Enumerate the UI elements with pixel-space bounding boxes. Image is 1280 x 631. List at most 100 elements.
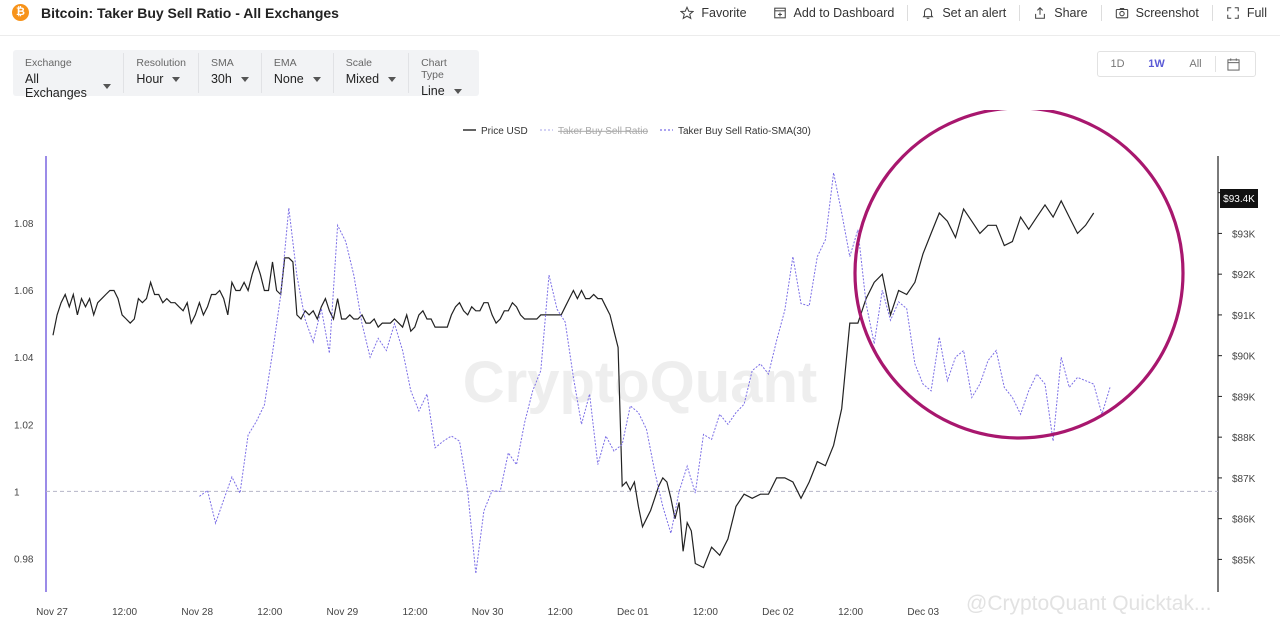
y-left-tick: 1 — [14, 487, 20, 498]
filter-value: Line — [421, 84, 445, 98]
divider — [1019, 5, 1021, 21]
caret-down-icon — [312, 76, 321, 82]
current-price-text: $93.4K — [1223, 194, 1255, 205]
x-tick: Dec 02 — [762, 607, 794, 618]
y-left-tick: 0.98 — [14, 554, 34, 565]
range-selector: 1D 1W All — [1097, 51, 1256, 77]
x-axis: Nov 27 12:00 Nov 28 12:00 Nov 29 12:00 Nov 30 1… — [36, 607, 939, 618]
page-title: Bitcoin: Taker Buy Sell Ratio - All Exch… — [41, 5, 339, 21]
x-tick: Dec 03 — [907, 607, 939, 618]
y-right-tick: $93K — [1232, 229, 1256, 240]
fullscreen-label: Full — [1246, 6, 1267, 20]
x-tick: Nov 30 — [472, 607, 504, 618]
expand-icon — [1227, 7, 1239, 19]
x-tick: 12:00 — [112, 607, 137, 618]
right-y-axis: $85K$86K$87K$88K$89K$90K$91K$92K$93K$94K — [1218, 189, 1256, 566]
series-price-line — [52, 199, 1095, 569]
dashboard-add-icon — [773, 7, 786, 19]
left-y-axis: 0.98 1 1.02 1.04 1.06 1.08 — [14, 219, 34, 565]
set-alert-label: Set an alert — [942, 6, 1007, 20]
y-right-tick: $87K — [1232, 474, 1256, 485]
bitcoin-icon: ₿ — [12, 4, 29, 21]
watermark-credit: @CryptoQuant Quicktak... — [966, 592, 1211, 615]
share-label: Share — [1054, 6, 1088, 20]
calendar-icon — [1227, 57, 1240, 71]
legend-ratio[interactable]: Taker Buy Sell Ratio — [558, 126, 648, 137]
legend-price[interactable]: Price USD — [481, 126, 528, 137]
y-left-tick: 1.08 — [14, 219, 34, 230]
range-1d-button[interactable]: 1D — [1110, 58, 1125, 70]
y-right-tick: $92K — [1232, 270, 1256, 281]
series-group — [52, 172, 1111, 574]
y-right-tick: $90K — [1232, 352, 1256, 363]
filter-value: None — [273, 72, 304, 86]
sma-select[interactable]: SMA 30h — [199, 53, 262, 93]
filter-label: Exchange — [25, 57, 72, 69]
caret-down-icon — [240, 76, 249, 82]
y-right-tick: $88K — [1232, 433, 1256, 444]
filter-label: EMA — [273, 57, 297, 69]
caret-down-icon — [172, 76, 181, 82]
watermark: CryptoQuant — [463, 350, 817, 415]
screenshot-label: Screenshot — [1135, 6, 1199, 20]
y-left-tick: 1.02 — [14, 420, 34, 431]
bell-icon — [922, 8, 934, 19]
filter-bar: Exchange All Exchanges Resolution Hour S… — [13, 50, 479, 100]
legend: Price USD Taker Buy Sell Ratio Taker Buy… — [463, 126, 811, 137]
divider — [907, 5, 909, 21]
y-left-tick: 1.04 — [14, 353, 34, 364]
favorite-button[interactable]: Favorite — [667, 0, 759, 26]
ema-select[interactable]: EMA None — [262, 53, 334, 93]
filter-label: Scale — [345, 57, 372, 69]
y-right-tick: $91K — [1232, 311, 1256, 322]
x-tick: 12:00 — [548, 607, 573, 618]
share-icon — [1035, 7, 1046, 19]
scale-select[interactable]: Scale Mixed — [334, 53, 410, 93]
divider — [1211, 5, 1213, 21]
screenshot-button[interactable]: Screenshot — [1102, 0, 1212, 26]
y-right-tick: $85K — [1232, 555, 1256, 566]
share-button[interactable]: Share — [1020, 0, 1100, 26]
exchange-select[interactable]: Exchange All Exchanges — [13, 53, 125, 100]
top-bar: ₿ Bitcoin: Taker Buy Sell Ratio - All Ex… — [0, 0, 1280, 36]
filter-label: Chart Type — [421, 57, 447, 81]
favorite-label: Favorite — [701, 6, 747, 20]
current-price-badge-bg — [1220, 189, 1258, 208]
x-tick: Nov 29 — [327, 607, 359, 618]
divider — [1100, 5, 1102, 21]
series-ratio-sma-line — [199, 172, 1111, 574]
filter-value: Hour — [136, 72, 164, 86]
fullscreen-button[interactable]: Full — [1213, 0, 1280, 26]
highlight-circle — [853, 110, 1185, 440]
add-to-dashboard-button[interactable]: Add to Dashboard — [760, 0, 908, 26]
y-right-tick: $86K — [1232, 515, 1256, 526]
x-tick: Nov 28 — [181, 607, 213, 618]
filter-label: Resolution — [136, 57, 186, 69]
add-to-dashboard-label: Add to Dashboard — [793, 6, 895, 20]
x-tick: 12:00 — [838, 607, 863, 618]
set-alert-button[interactable]: Set an alert — [908, 0, 1019, 26]
range-1w-button[interactable]: 1W — [1148, 58, 1165, 70]
caret-down-icon — [103, 83, 112, 89]
y-right-tick: $89K — [1232, 392, 1256, 403]
x-tick: Dec 01 — [617, 607, 649, 618]
x-tick: 12:00 — [402, 607, 427, 618]
legend-sma[interactable]: Taker Buy Sell Ratio-SMA(30) — [678, 126, 811, 137]
x-tick: Nov 27 — [36, 607, 68, 618]
calendar-button[interactable] — [1215, 56, 1251, 72]
filter-value: All Exchanges — [25, 72, 87, 100]
camera-icon — [1115, 8, 1128, 19]
y-left-tick: 1.06 — [14, 286, 34, 297]
filter-value: Mixed — [345, 72, 380, 86]
header-actions: Favorite Add to Dashboard Set an alert S… — [667, 0, 1280, 26]
range-all-button[interactable]: All — [1189, 58, 1202, 70]
resolution-select[interactable]: Resolution Hour — [124, 53, 199, 93]
caret-down-icon — [453, 88, 462, 94]
x-tick: 12:00 — [693, 607, 718, 618]
filter-label: SMA — [210, 57, 234, 69]
chart-type-select[interactable]: Chart Type Line — [409, 53, 479, 98]
star-icon — [680, 6, 695, 20]
filter-value: 30h — [210, 72, 232, 86]
caret-down-icon — [388, 76, 397, 82]
chart-canvas: Price USD Taker Buy Sell Ratio Taker Buy… — [14, 110, 1258, 618]
